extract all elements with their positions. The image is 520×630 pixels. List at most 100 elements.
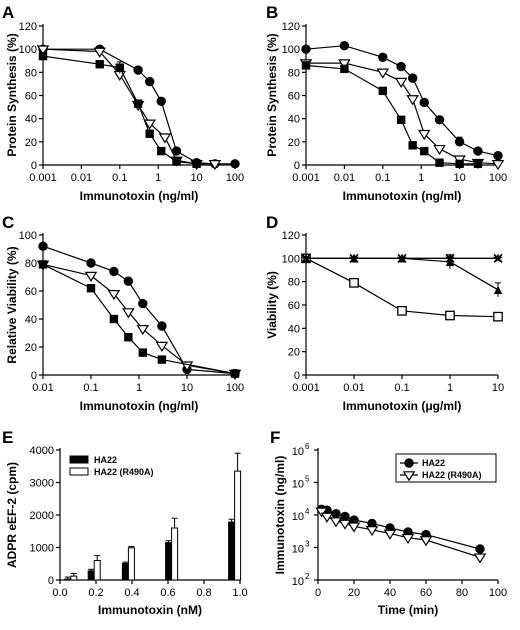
series-triangle_up — [301, 254, 503, 297]
data-point — [138, 298, 148, 309]
data-point — [435, 158, 444, 167]
series-line — [42, 263, 236, 375]
x-tick-label: 0.2 — [88, 587, 103, 599]
x-axis-label: Immunotoxin (ng/ml) — [343, 189, 462, 203]
y-tick-label: 0 — [48, 575, 54, 587]
data-point — [433, 144, 446, 156]
data-point — [338, 59, 351, 70]
data-point — [407, 73, 418, 83]
data-point — [107, 290, 121, 301]
series-circle — [301, 40, 503, 161]
y-tick-label: 10 — [292, 446, 304, 458]
panel-label: C — [2, 213, 14, 232]
x-tick-label: 0.01 — [71, 172, 92, 184]
legend-box — [395, 453, 497, 483]
series-triangle — [36, 260, 242, 380]
y-tick-label: 120 — [19, 21, 37, 33]
data-point — [349, 253, 359, 263]
data-point — [396, 115, 406, 125]
y-axis-label: Immunotoxin (ng/ml) — [273, 456, 287, 575]
panel-label: A — [2, 3, 14, 22]
y-tick-label: 20 — [288, 347, 300, 359]
data-point — [301, 61, 311, 70]
data-point — [339, 40, 350, 51]
data-point — [38, 51, 48, 61]
data-point — [158, 133, 172, 144]
series-line — [305, 64, 478, 165]
series-line — [42, 263, 236, 375]
series-line — [42, 48, 215, 165]
data-point — [493, 285, 503, 295]
series-line — [306, 62, 499, 165]
y-tick-label: 10 — [292, 479, 304, 491]
panel-E: E 0.0 0.2 0.4 0.6 0.8 1.0 0 1000 2000 3000 4000 Immu… — [2, 428, 248, 617]
data-point — [86, 284, 96, 293]
data-point — [378, 86, 387, 96]
panel-label: F — [270, 428, 280, 447]
data-point — [417, 129, 431, 141]
panel-label: D — [266, 213, 278, 232]
y-tick-label: 60 — [25, 286, 37, 298]
panel-label: E — [2, 428, 13, 447]
y-tick-label: 100 — [282, 253, 300, 265]
series-triangle — [299, 59, 505, 171]
series-square — [38, 51, 201, 169]
y-tick-label: 20 — [25, 137, 37, 149]
data-point — [340, 511, 350, 522]
legend-label: HA22 — [94, 455, 117, 465]
y-tick-label: 4000 — [30, 445, 54, 457]
y-tick-label: 0 — [31, 160, 37, 172]
series-square — [38, 260, 240, 378]
x-tick-label: 0 — [315, 587, 321, 599]
x-tick-label: 20 — [348, 587, 360, 599]
data-point — [340, 64, 349, 74]
data-point — [445, 310, 455, 321]
x-tick-label: 1 — [447, 382, 453, 394]
y-tick-label: 40 — [288, 114, 300, 126]
x-tick-label: 10 — [181, 382, 193, 394]
y-tick-label: 40 — [25, 114, 37, 126]
data-point — [208, 160, 222, 171]
data-point — [445, 253, 455, 263]
x-tick-label: 100 — [489, 587, 507, 599]
y-tick-label: 80 — [288, 277, 300, 289]
data-point — [156, 96, 166, 106]
data-point — [315, 507, 328, 518]
x-tick-label: 60 — [420, 587, 432, 599]
data-point — [192, 159, 201, 169]
data-point — [365, 526, 379, 537]
data-point — [157, 146, 166, 156]
x-tick-label: 40 — [384, 587, 396, 599]
panel-C: C 0.01 0.1 1 10 100 0 20 40 60 80 100 Immunotoxin (n… — [2, 213, 244, 413]
y-tick-label: 40 — [288, 323, 300, 335]
x-tick-label: 0.1 — [112, 172, 127, 184]
x-tick-label: 10 — [190, 172, 202, 184]
y-tick-label: 1000 — [30, 543, 54, 555]
data-point — [124, 333, 133, 342]
data-point — [406, 95, 419, 106]
data-point — [349, 277, 359, 288]
y-tick-label: 80 — [288, 67, 300, 79]
series-circle — [38, 241, 240, 379]
y-tick-label: 10 — [292, 511, 304, 523]
data-point — [455, 159, 464, 169]
x-tick-label: 10 — [492, 382, 504, 394]
data-point — [493, 311, 503, 322]
data-point — [230, 369, 240, 378]
y-tick-label: 40 — [25, 314, 37, 326]
x-tick-label: 10 — [453, 172, 465, 184]
x-axis-label: Immunotoxin (nM) — [98, 603, 202, 617]
y-tick-label: 0 — [31, 370, 37, 382]
legend-swatch — [69, 455, 89, 464]
data-point — [401, 533, 415, 545]
bar-ha22 — [165, 542, 173, 581]
data-point — [157, 321, 167, 331]
data-point — [109, 266, 119, 277]
legend-label: HA22 — [422, 458, 445, 468]
series-square_open — [301, 253, 503, 322]
x-tick-label: 100 — [489, 172, 507, 184]
x-tick-label: 0.1 — [83, 382, 98, 394]
bar-ha22-r490a — [127, 547, 135, 581]
data-point — [383, 529, 397, 540]
